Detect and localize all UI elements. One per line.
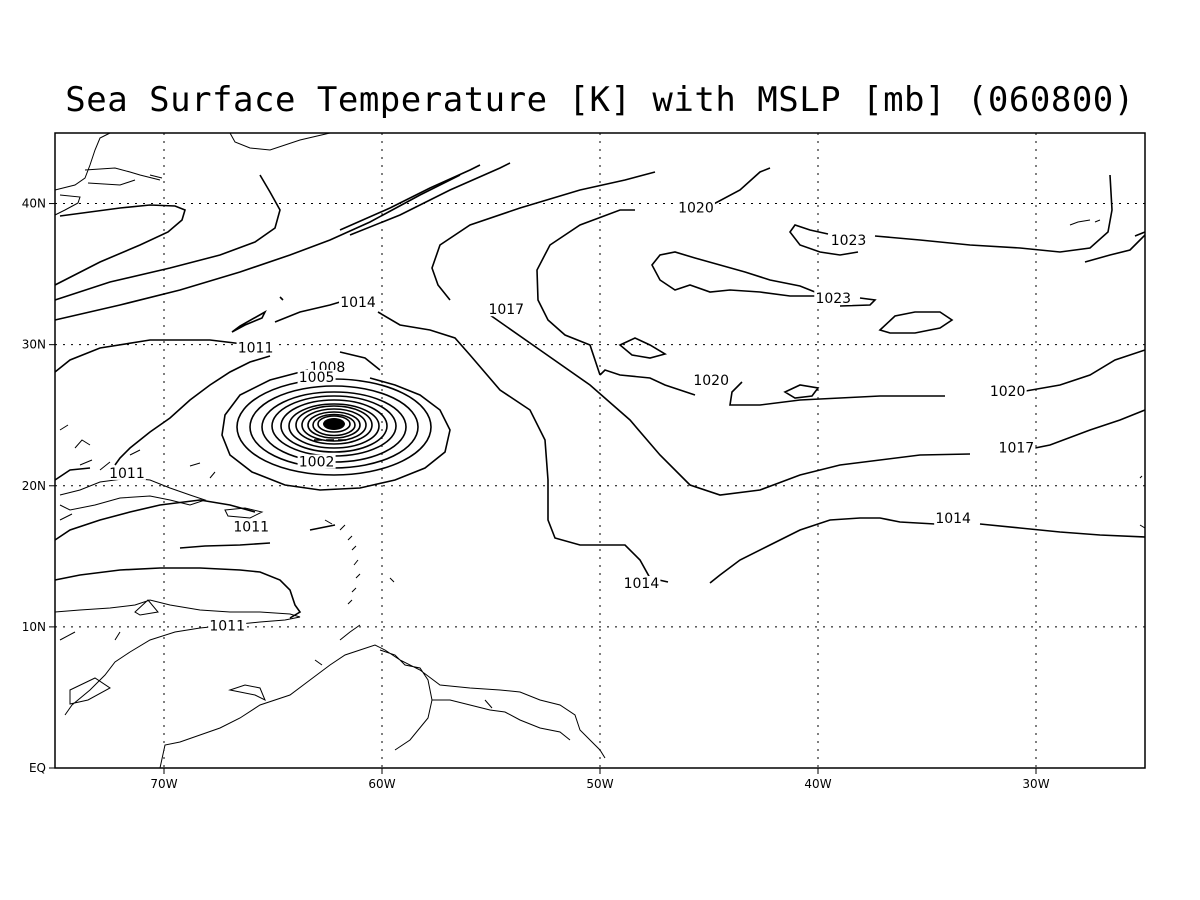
lat-tick-label: 30N xyxy=(22,338,46,352)
isobars xyxy=(54,162,1146,619)
contour-label: 1023 xyxy=(815,291,851,307)
contour-label-bg xyxy=(997,440,1036,455)
contour-label: 1002 xyxy=(299,455,335,471)
contour-label: 1020 xyxy=(678,201,714,217)
isobar-1011-inner xyxy=(221,369,451,491)
contour-label-bg xyxy=(676,200,715,215)
contour-label-bg xyxy=(339,295,378,310)
lat-tick-label: 10N xyxy=(22,620,46,634)
lat-tick-label: 20N xyxy=(22,479,46,493)
plot-frame xyxy=(54,132,1146,769)
contour-label: 1011 xyxy=(233,520,269,536)
chart-title: Sea Surface Temperature [K] with MSLP [m… xyxy=(65,80,1135,120)
isobar-1020-north xyxy=(54,204,186,286)
isobar-upper-1 xyxy=(54,174,281,301)
contour-label-bg xyxy=(208,618,247,633)
contour-label: 1011 xyxy=(209,618,245,634)
coast-south-america xyxy=(159,624,606,769)
coastlines xyxy=(54,132,1146,769)
contour-label-bg xyxy=(814,290,853,305)
contour-label-bg xyxy=(622,575,661,590)
contour-label-bg xyxy=(988,384,1027,399)
lat-tick-label: EQ xyxy=(29,761,46,775)
contour-label-bg xyxy=(297,369,336,384)
lon-tick-label: 70W xyxy=(150,777,177,791)
isobar-upper-3 xyxy=(339,164,481,231)
contour-label: 1014 xyxy=(340,295,376,311)
coast-bahamas-cuba xyxy=(59,424,264,521)
lon-tick-labels: 70W 60W 50W 40W 30W xyxy=(150,768,1050,791)
coast-northeast-us xyxy=(54,132,331,216)
contour-label-bg xyxy=(232,519,271,534)
coast-islands-atlantic xyxy=(1069,219,1146,529)
contour-label: 1014 xyxy=(935,511,971,527)
lon-tick-label: 30W xyxy=(1022,777,1049,791)
contour-label-bg xyxy=(829,233,868,248)
coast-lesser-antilles xyxy=(324,519,395,605)
isobar-1017 xyxy=(431,171,1146,496)
isobar-upper-4 xyxy=(349,162,511,236)
isobar-1023-b xyxy=(651,251,877,307)
contour-label: 1011 xyxy=(109,466,145,482)
contour-label: 1023 xyxy=(831,233,867,249)
contour-label: 1020 xyxy=(693,373,729,389)
contour-label-bg xyxy=(297,454,336,469)
grid-lines xyxy=(55,133,1145,768)
lon-tick-label: 60W xyxy=(368,777,395,791)
contour-label: 1017 xyxy=(488,302,524,318)
isobar-cells xyxy=(231,231,1146,399)
contour-label: 1020 xyxy=(990,384,1026,400)
lon-tick-label: 40W xyxy=(804,777,831,791)
contour-label: 1005 xyxy=(299,370,335,386)
contour-label: 1017 xyxy=(999,441,1035,457)
isobar-1023-a xyxy=(789,174,1113,256)
lat-tick-label: 40N xyxy=(22,197,46,211)
contour-label: 1014 xyxy=(624,576,660,592)
contour-label: 1011 xyxy=(238,340,274,356)
lat-tick-labels: EQ 10N 20N 30N 40N xyxy=(22,197,55,775)
isobar-1020 xyxy=(536,167,1146,406)
isobar-1014-north xyxy=(274,301,1146,584)
contour-label-bg xyxy=(934,511,973,526)
lon-tick-label: 50W xyxy=(586,777,613,791)
contour-label-bg xyxy=(487,302,526,317)
isobar-upper-2 xyxy=(54,174,461,321)
coast-central-america xyxy=(54,599,301,716)
contour-label-bg xyxy=(692,372,731,387)
contour-label-bg xyxy=(236,340,275,355)
contour-label-bg xyxy=(107,465,146,480)
